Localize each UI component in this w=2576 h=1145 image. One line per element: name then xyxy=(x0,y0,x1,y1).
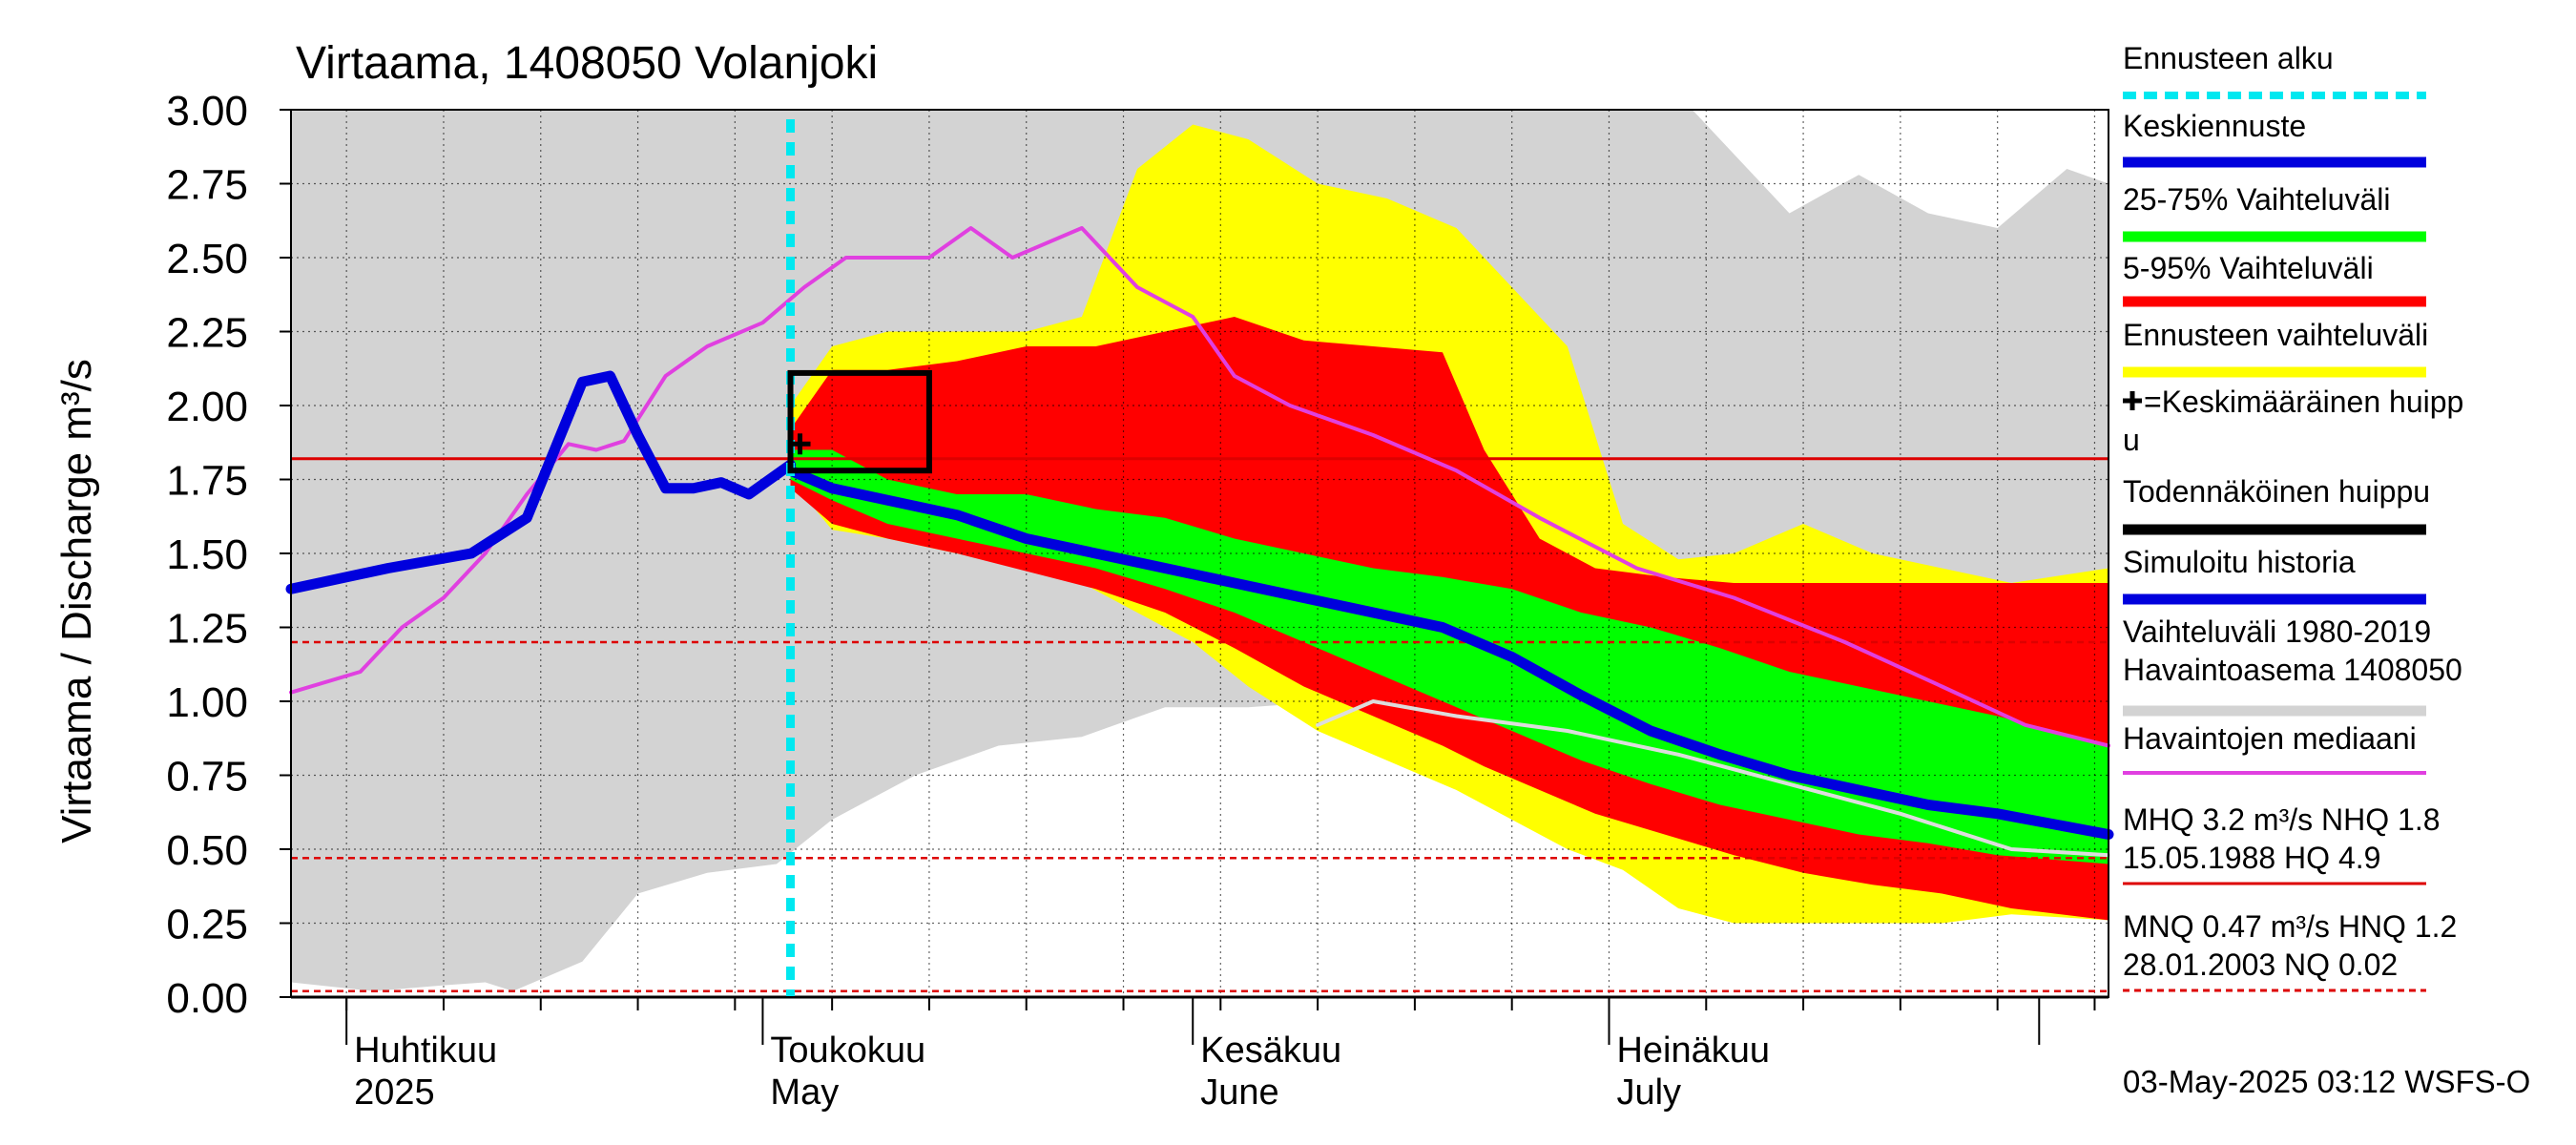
y-tick-label: 0.50 xyxy=(166,827,248,874)
x-month-label-fi: Heinäkuu xyxy=(1616,1030,1770,1071)
y-tick-label: 2.75 xyxy=(166,162,248,209)
x-month-label-en: July xyxy=(1616,1072,1681,1113)
line-havaintojen-mediaani-ennuste xyxy=(1316,699,2110,858)
probable-peak-box xyxy=(787,369,932,474)
grid-lines xyxy=(291,109,2109,998)
legend-probable_peak-label: Todennäköinen huippu xyxy=(2123,474,2430,509)
y-axis-label: Virtaama / Discharge m³/s xyxy=(53,359,100,843)
legend-mean_peak-label: =Keskimääräinen huipp xyxy=(2144,385,2463,419)
y-tick-label: 2.00 xyxy=(166,384,248,430)
line-havaintojen-mediaani xyxy=(289,226,2110,748)
legend-obs_range-label: Vaihteluväli 1980-2019 xyxy=(2123,614,2431,649)
y-tick-label: 1.50 xyxy=(166,531,248,578)
legend-obs_range-label-cont: Havaintoasema 1408050 xyxy=(2123,653,2462,687)
series-lines xyxy=(285,226,2114,858)
stats-mnq-line2: 28.01.2003 NQ 0.02 xyxy=(2123,947,2398,982)
x-month-label-en: June xyxy=(1200,1072,1278,1113)
x-month-label-fi: Toukokuu xyxy=(770,1030,925,1071)
mean-peak-marker xyxy=(789,433,811,455)
line-simuloitu-historia xyxy=(285,370,797,594)
legend-ennuste_start-label: Ennusteen alku xyxy=(2123,41,2334,75)
y-tick-label: 1.25 xyxy=(166,606,248,653)
line-keskiennuste xyxy=(785,465,2114,840)
legend-ennuste_range-label: Ennusteen vaihteluväli xyxy=(2123,318,2428,352)
x-month-label-fi: Huhtikuu xyxy=(354,1030,497,1071)
y-tick-label: 2.25 xyxy=(166,310,248,357)
legend-sim_history-label: Simuloitu historia xyxy=(2123,545,2356,579)
footer-timestamp: 03-May-2025 03:12 WSFS-O xyxy=(2123,1064,2530,1099)
stats-mhq-line2: 15.05.1988 HQ 4.9 xyxy=(2123,841,2380,875)
stats-block: MHQ 3.2 m³/s NHQ 1.8 15.05.1988 HQ 4.9 MNQ… xyxy=(2123,802,2457,992)
x-month-label-en: May xyxy=(770,1072,839,1113)
y-tick-label: 3.00 xyxy=(166,88,248,135)
chart-title: Virtaama, 1408050 Volanjoki xyxy=(296,38,878,89)
stats-mhq-line1: MHQ 3.2 m³/s NHQ 1.8 xyxy=(2123,802,2441,837)
y-tick-label: 1.75 xyxy=(166,458,248,505)
legend-p25_75-label: 25-75% Vaihteluväli xyxy=(2123,182,2390,217)
y-tick-label: 2.50 xyxy=(166,236,248,282)
legend: Ennusteen alku Keskiennuste 25-75% Vaihtel… xyxy=(2123,41,2463,775)
y-tick-label: 1.00 xyxy=(166,679,248,726)
legend-obs_median-label: Havaintojen mediaani xyxy=(2123,721,2417,756)
x-month-label-en: 2025 xyxy=(354,1072,435,1113)
y-tick-label: 0.75 xyxy=(166,754,248,801)
legend-keskiennuste-label: Keskiennuste xyxy=(2123,109,2306,143)
y-axis: 0.00 0.25 0.50 0.75 1.00 1.25 1.50 1.75 2.00 2.25… xyxy=(166,88,291,1022)
legend-p5_95-label: 5-95% Vaihteluväli xyxy=(2123,251,2374,285)
plot-area xyxy=(285,109,2114,999)
legend-mean_peak-label-cont: u xyxy=(2123,423,2140,457)
stats-mnq-line1: MNQ 0.47 m³/s HNQ 1.2 xyxy=(2123,909,2457,944)
x-month-label-fi: Kesäkuu xyxy=(1200,1030,1341,1071)
y-tick-label: 0.00 xyxy=(166,975,248,1022)
y-tick-label: 0.25 xyxy=(166,902,248,948)
